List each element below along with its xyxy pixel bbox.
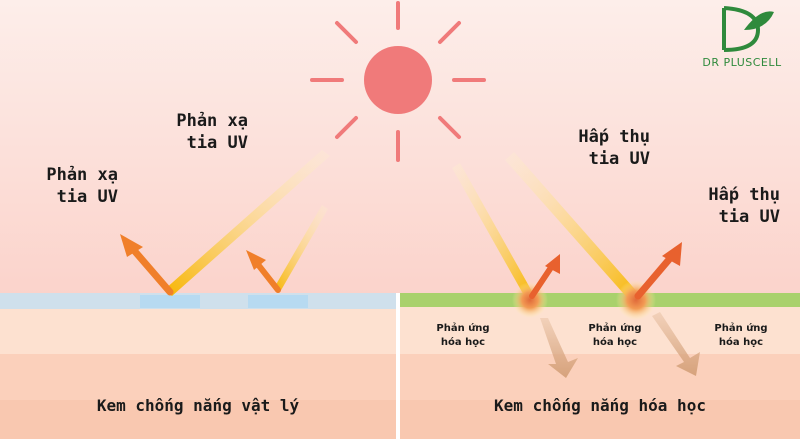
- reaction-label-line: hóa học: [718, 337, 764, 348]
- reflected-ray-outer: [120, 150, 330, 296]
- caption-physical-sunscreen: Kem chống nắng vật lý: [96, 396, 300, 415]
- reflect-label-line: Phản xạ: [46, 165, 118, 185]
- sun-icon: [310, 1, 486, 162]
- absorb-label-line: Hấp thụ: [578, 127, 650, 147]
- reaction-label-line: Phản ứng: [714, 323, 768, 334]
- mineral-particle: [140, 295, 200, 308]
- reflect-label-line: tia UV: [56, 187, 118, 207]
- absorb-label-outer: Hấp thụ tia UV: [672, 184, 780, 228]
- reflect-label-inner: Phản xạ tia UV: [130, 110, 248, 154]
- mineral-particle: [248, 295, 308, 308]
- reaction-label-line: Phản ứng: [436, 323, 490, 334]
- absorbed-ray-outer: [505, 152, 700, 376]
- reflect-label-line: tia UV: [186, 133, 248, 153]
- reaction-label-line: hóa học: [592, 337, 638, 348]
- reaction-label-1: Phản ứng hóa học: [428, 322, 498, 350]
- reflected-ray-inner: [246, 205, 328, 293]
- brand-name: DR PLUSCELL: [702, 56, 782, 69]
- absorb-label-line: tia UV: [588, 149, 650, 169]
- right-skin-section: [400, 293, 800, 439]
- left-skin-section: [0, 293, 396, 439]
- brand-logo-icon: [722, 6, 774, 52]
- reaction-label-line: hóa học: [440, 337, 486, 348]
- reflect-label-line: Phản xạ: [176, 111, 248, 131]
- panel-divider: [396, 293, 400, 439]
- caption-chemical-sunscreen: Kem chống nắng hóa học: [494, 396, 706, 415]
- absorbed-ray-inner: [452, 163, 578, 378]
- reaction-label-2: Phản ứng hóa học: [580, 322, 650, 350]
- absorb-label-line: tia UV: [718, 207, 780, 227]
- absorb-label-inner: Hấp thụ tia UV: [540, 126, 650, 170]
- reaction-label-line: Phản ứng: [588, 323, 642, 334]
- reflect-label-outer: Phản xạ tia UV: [18, 164, 118, 208]
- absorb-label-line: Hấp thụ: [708, 185, 780, 205]
- reaction-label-3: Phản ứng hóa học: [706, 322, 776, 350]
